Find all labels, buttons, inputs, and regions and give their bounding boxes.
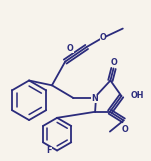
Text: N: N [91,94,98,103]
Text: O: O [100,33,106,42]
Text: OH: OH [131,91,144,100]
Text: O: O [110,58,117,67]
Text: O: O [67,44,74,53]
Text: F: F [47,146,52,155]
Text: O: O [121,125,128,134]
